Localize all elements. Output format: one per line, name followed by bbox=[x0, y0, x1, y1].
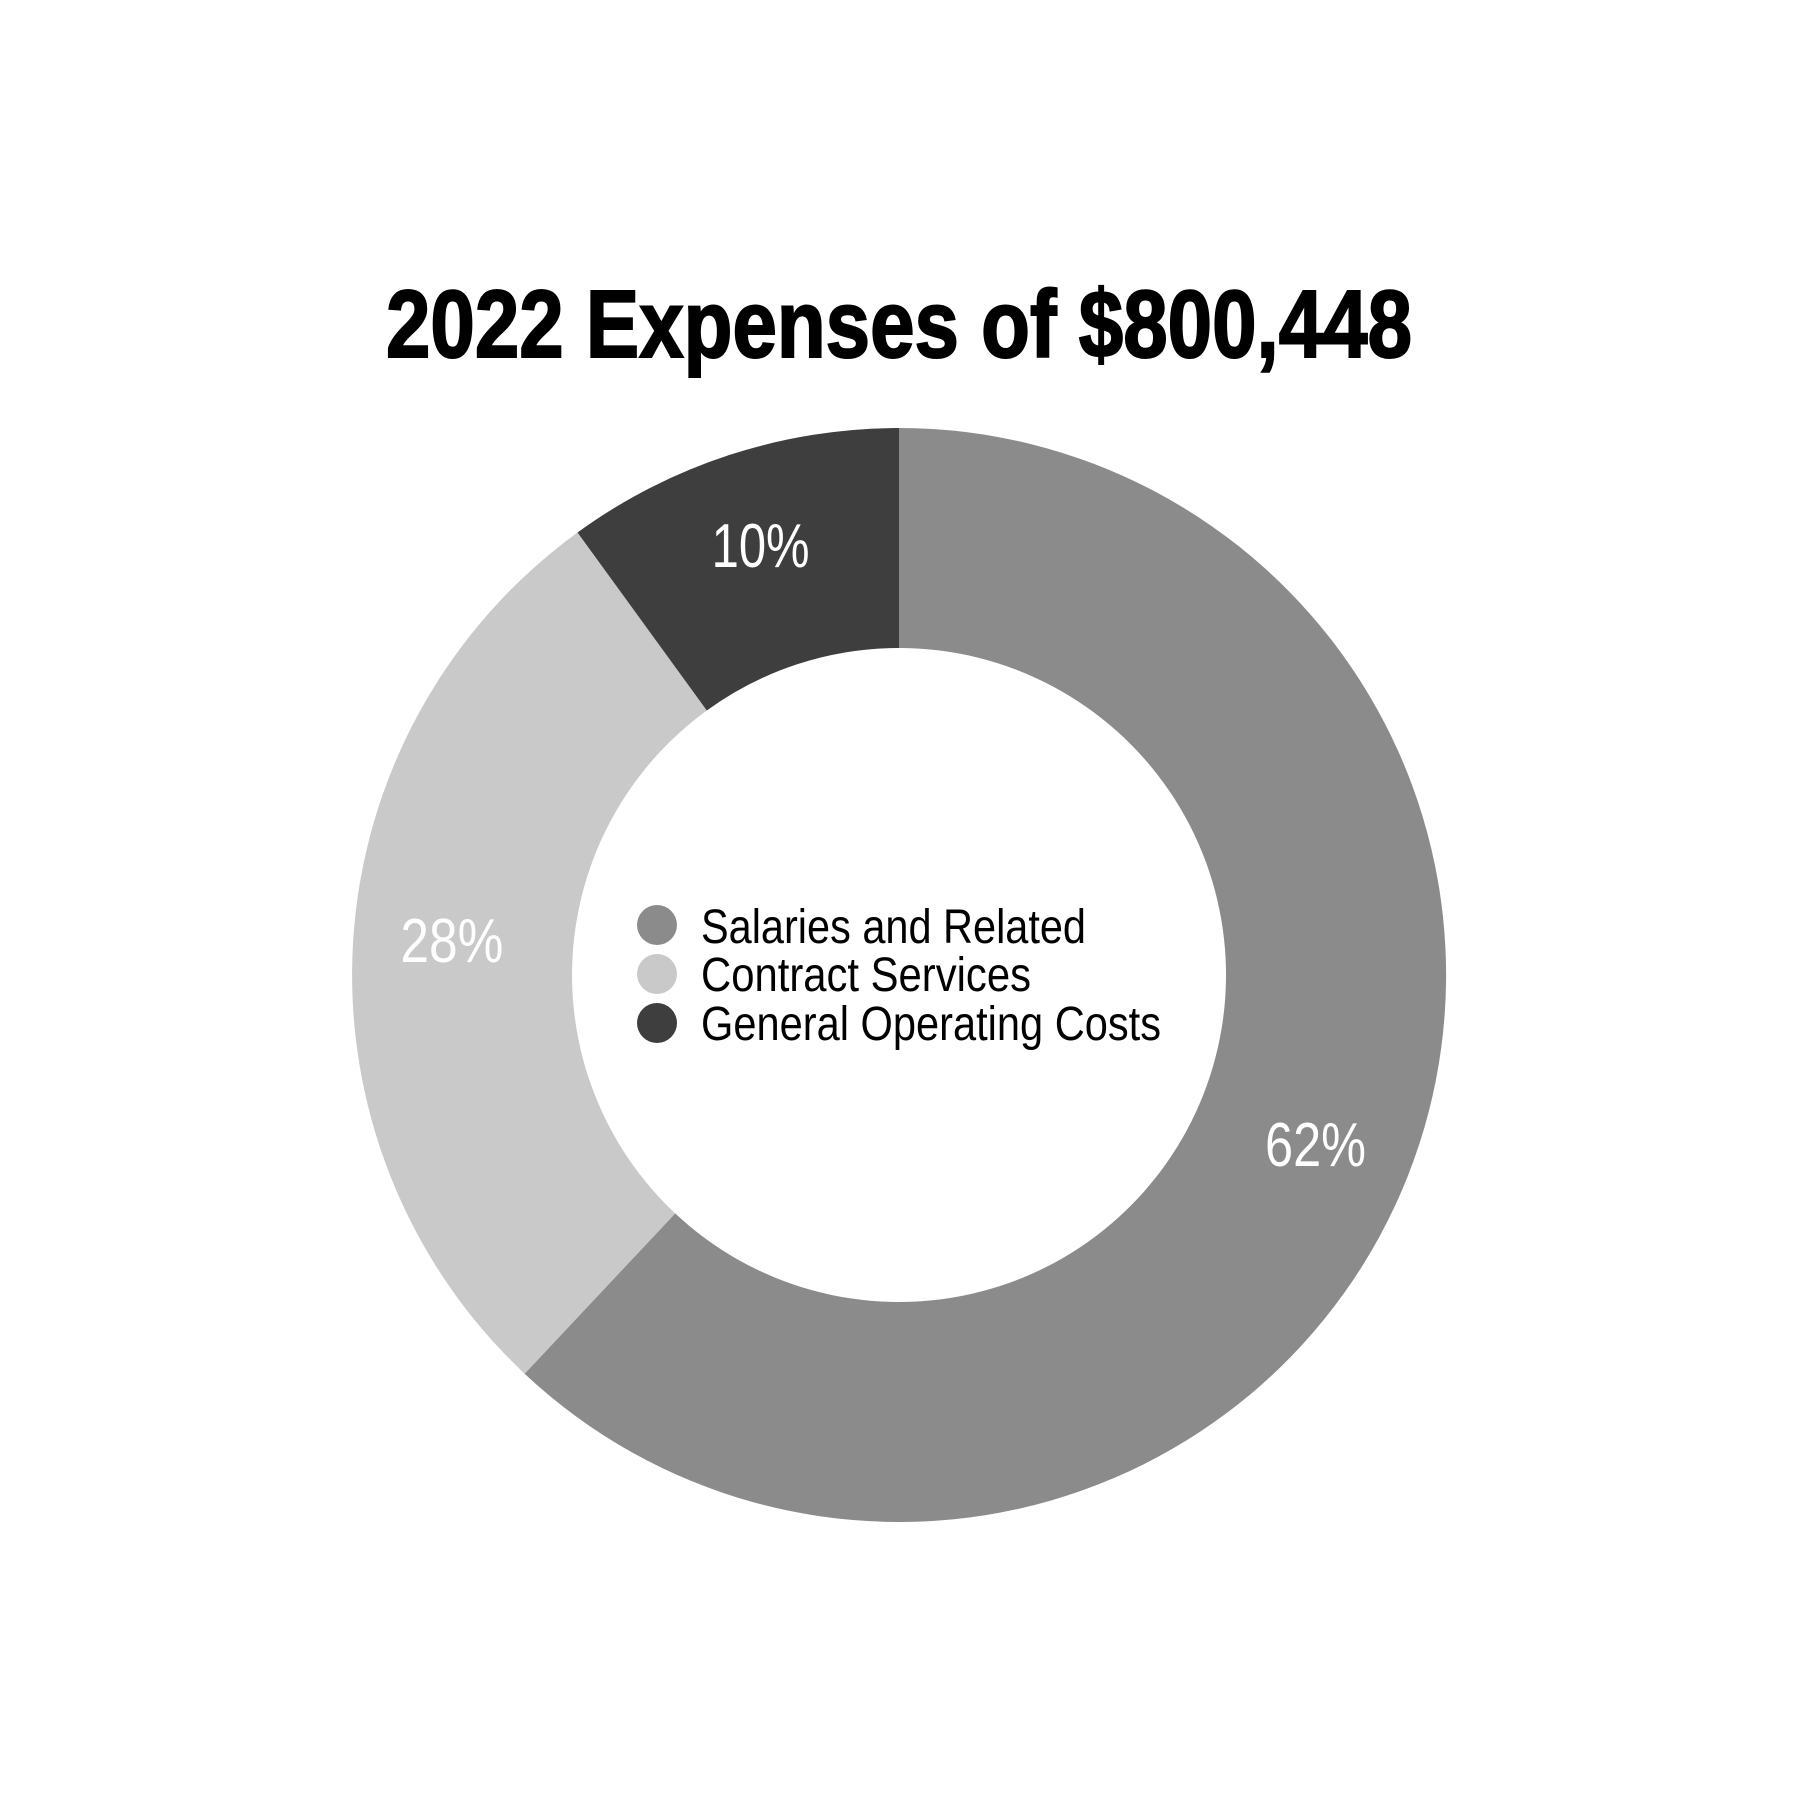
svg-text:Contract Services: Contract Services bbox=[701, 949, 1031, 1002]
svg-text:28%: 28% bbox=[400, 907, 503, 976]
svg-text:10%: 10% bbox=[712, 512, 810, 581]
svg-text:62%: 62% bbox=[1265, 1111, 1366, 1180]
svg-text:2022 Expenses of $800,448: 2022 Expenses of $800,448 bbox=[386, 271, 1412, 378]
svg-text:Salaries and Related: Salaries and Related bbox=[701, 901, 1086, 954]
svg-text:General Operating Costs: General Operating Costs bbox=[701, 998, 1161, 1051]
